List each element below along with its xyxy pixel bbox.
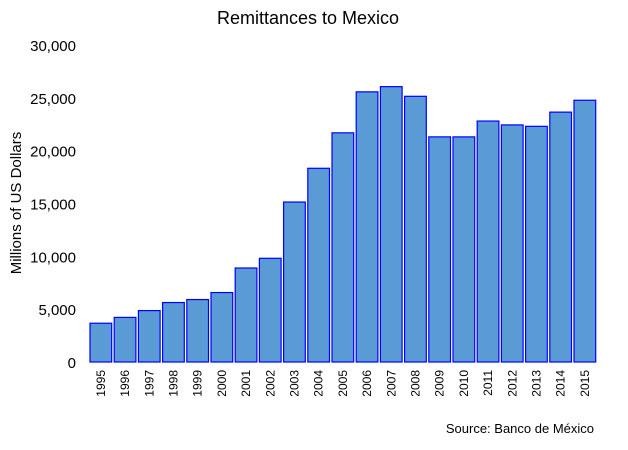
bar-2003 xyxy=(283,201,306,363)
bar-1995 xyxy=(89,322,113,363)
source-note: Source: Banco de México xyxy=(446,421,594,436)
bar-2012 xyxy=(500,124,524,363)
chart-title: Remittances to Mexico xyxy=(217,8,399,28)
x-tick-label: 1995 xyxy=(94,370,108,397)
bar-2001 xyxy=(234,267,258,363)
y-tick-label: 15,000 xyxy=(30,197,76,214)
x-tick-label: 2000 xyxy=(215,370,229,397)
y-tick-label: 0 xyxy=(68,355,76,372)
x-tick-label: 2014 xyxy=(554,370,568,397)
x-tick-label: 2005 xyxy=(336,370,350,397)
x-tick-label: 2012 xyxy=(505,370,519,397)
y-tick-label: 30,000 xyxy=(30,38,76,55)
x-tick-label: 1998 xyxy=(166,370,180,397)
y-axis-label: Millions of US Dollars xyxy=(8,132,25,275)
y-tick-label: 25,000 xyxy=(30,91,76,108)
bar-2013 xyxy=(524,125,548,363)
x-tick-label: 2010 xyxy=(457,370,471,397)
bar-2005 xyxy=(331,132,355,363)
x-tick-label: 2006 xyxy=(360,370,374,397)
bar-2011 xyxy=(476,120,500,363)
bar-1999 xyxy=(186,298,210,363)
bar-2014 xyxy=(549,111,573,363)
bar-2007 xyxy=(379,86,403,363)
bar-1996 xyxy=(113,316,137,363)
x-tick-label: 2004 xyxy=(312,370,326,397)
bar-1997 xyxy=(137,309,161,363)
bar-2015 xyxy=(573,99,597,363)
x-tick-label: 2003 xyxy=(287,370,301,397)
x-tick-label: 2015 xyxy=(578,370,592,397)
x-tick-label: 2002 xyxy=(263,370,277,397)
bar-2006 xyxy=(355,91,379,363)
y-tick-label: 20,000 xyxy=(30,144,76,161)
x-tick-label: 2009 xyxy=(433,370,447,397)
x-tick-label: 1999 xyxy=(191,370,205,397)
bar-2004 xyxy=(307,167,331,363)
x-tick-label: 2011 xyxy=(481,370,495,396)
x-tick-label: 2008 xyxy=(408,370,422,397)
x-tick-label: 2013 xyxy=(529,370,543,397)
x-tick-label: 1997 xyxy=(142,370,156,397)
bar-2010 xyxy=(452,136,476,363)
bar-2008 xyxy=(404,95,427,363)
x-tick-label: 2007 xyxy=(384,370,398,397)
bar-2000 xyxy=(210,291,234,363)
bar-1998 xyxy=(162,301,185,363)
bar-2002 xyxy=(258,257,282,363)
y-tick-label: 5,000 xyxy=(38,302,76,319)
x-tick-label: 1996 xyxy=(118,370,132,397)
y-tick-label: 10,000 xyxy=(30,249,76,266)
x-tick-label: 2001 xyxy=(239,370,253,397)
bar-2009 xyxy=(428,136,452,363)
